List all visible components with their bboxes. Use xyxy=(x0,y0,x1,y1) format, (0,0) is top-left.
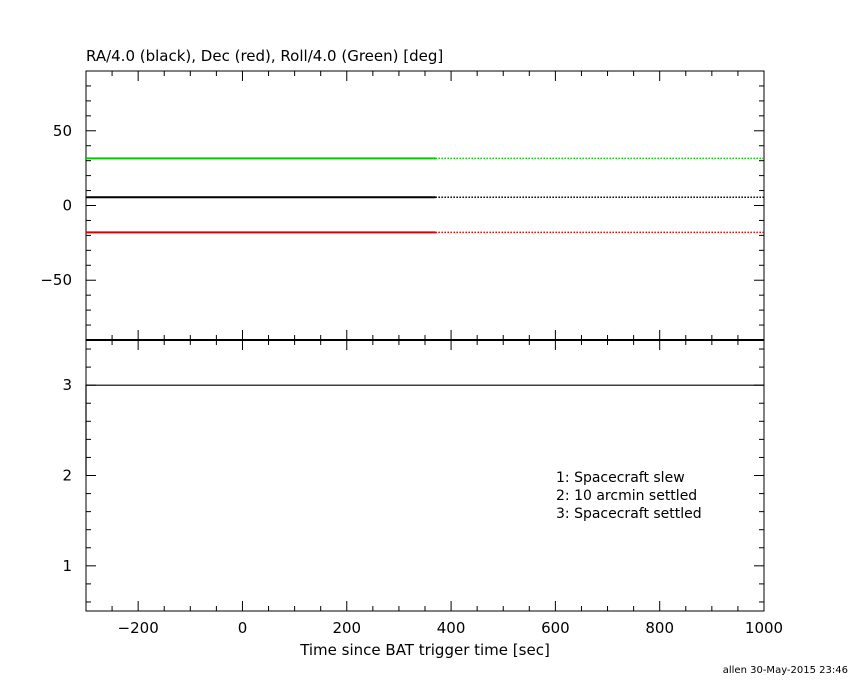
top-panel-y-ticks: 50 0 −50 xyxy=(40,122,764,289)
top-panel-series xyxy=(86,157,764,234)
x-axis-label: Time since BAT trigger time [sec] xyxy=(299,641,550,659)
x-tick-label: 0 xyxy=(238,619,248,637)
legend-item-10-arcmin: 2: 10 arcmin settled xyxy=(556,488,697,504)
top-panel-minor-ticks xyxy=(85,71,765,340)
status-step-line xyxy=(85,384,764,476)
bottom-y-tick-label: 2 xyxy=(62,467,72,485)
top-y-tick-label: 0 xyxy=(62,197,72,215)
bottom-panel-x-ticks: −200 0 200 400 600 800 1000 xyxy=(118,619,784,637)
top-y-tick-label: 50 xyxy=(53,122,72,140)
footer-stamp: allen 30-May-2015 23:46 xyxy=(723,665,848,676)
bottom-y-tick-label: 1 xyxy=(62,557,72,575)
bottom-panel-minor-ticks xyxy=(85,340,765,611)
legend-item-settled: 3: Spacecraft settled xyxy=(556,506,702,522)
x-tick-label: 1000 xyxy=(745,619,783,637)
top-panel-frame xyxy=(85,70,765,341)
legend-item-slew: 1: Spacecraft slew xyxy=(556,470,685,486)
top-panel-title: RA/4.0 (black), Dec (red), Roll/4.0 (Gre… xyxy=(86,47,443,65)
x-tick-label: 600 xyxy=(541,619,570,637)
bottom-y-tick-label: 3 xyxy=(62,376,72,394)
x-tick-label: 800 xyxy=(645,619,674,637)
top-y-tick-label: −50 xyxy=(40,271,72,289)
x-tick-label: 200 xyxy=(332,619,361,637)
x-tick-label: 400 xyxy=(437,619,466,637)
bottom-panel-series xyxy=(85,384,764,476)
x-tick-label: −200 xyxy=(118,619,159,637)
